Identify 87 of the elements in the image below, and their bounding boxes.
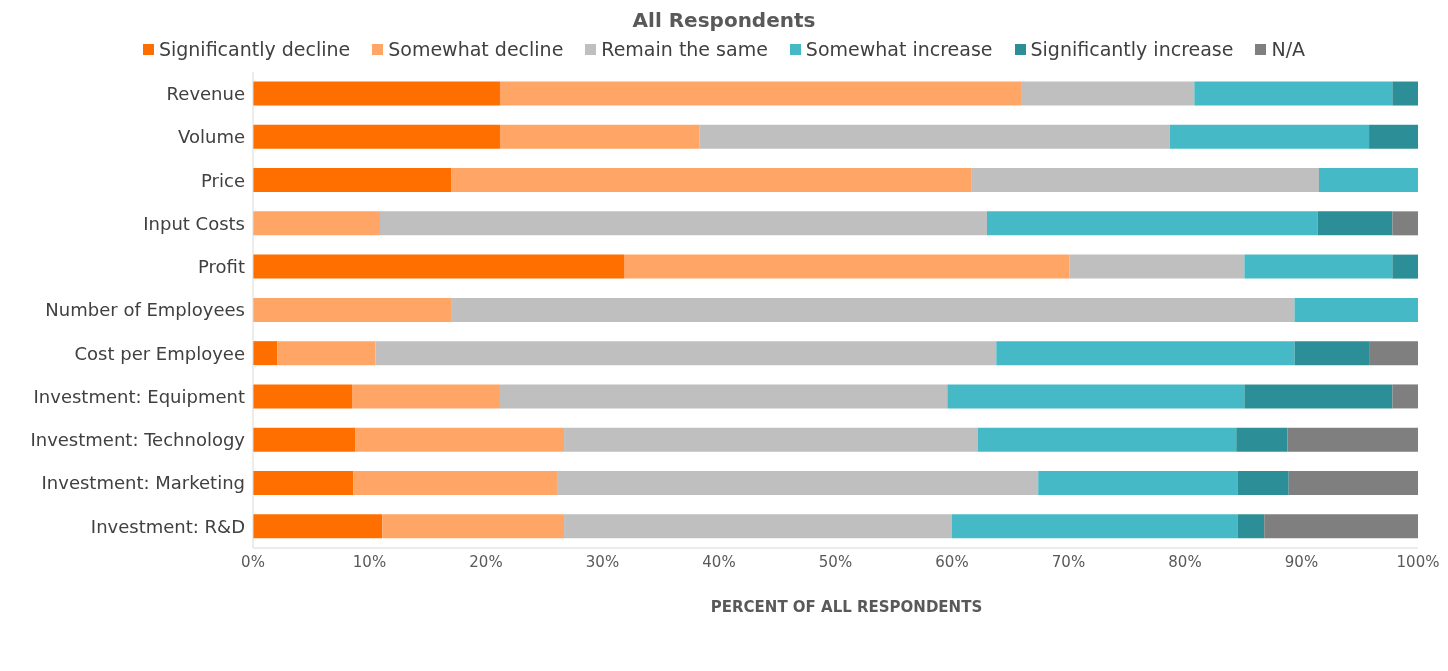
- y-tick-label: Volume: [178, 126, 245, 148]
- bar: [996, 341, 1295, 366]
- legend-label: Somewhat decline: [388, 38, 564, 60]
- bar: [1369, 124, 1418, 149]
- bar: [1392, 254, 1418, 279]
- bar: [253, 211, 380, 236]
- legend-label: Significantly increase: [1030, 38, 1234, 60]
- x-tick-label: 0%: [241, 552, 265, 571]
- bar: [253, 297, 452, 322]
- bar: [382, 514, 565, 539]
- x-tick-label: 90%: [1284, 552, 1319, 571]
- bar: [253, 341, 278, 366]
- y-tick-label: Price: [201, 169, 245, 191]
- bar: [1369, 341, 1418, 366]
- bar: [451, 297, 1295, 322]
- x-tick-label: 30%: [585, 552, 620, 571]
- bar: [379, 211, 987, 236]
- bar: [699, 124, 1170, 149]
- bar: [557, 470, 1039, 495]
- y-tick-label: Input Costs: [143, 212, 245, 234]
- bar: [1194, 81, 1393, 106]
- bar: [499, 81, 1022, 106]
- bar: [499, 384, 948, 409]
- y-tick-label: Revenue: [166, 83, 245, 105]
- y-tick-label: Investment: Equipment: [33, 385, 245, 407]
- bar: [253, 168, 452, 193]
- chart-title: All Respondents: [631, 8, 817, 32]
- bar: [986, 211, 1318, 236]
- y-tick-label: Number of Employees: [45, 299, 245, 321]
- bar: [1318, 168, 1418, 193]
- x-tick-label: 100%: [1396, 552, 1440, 571]
- x-tick-label: 60%: [935, 552, 969, 571]
- y-tick-label: Investment: R&D: [90, 515, 245, 537]
- y-tick-label: Investment: Marketing: [41, 472, 245, 494]
- bar: [564, 514, 952, 539]
- bar: [1038, 470, 1238, 495]
- bar: [564, 427, 978, 452]
- bar: [1294, 341, 1370, 366]
- bar: [277, 341, 376, 366]
- bar: [1287, 427, 1418, 452]
- bar: [451, 168, 972, 193]
- x-tick-label: 10%: [352, 552, 387, 571]
- bar: [1237, 470, 1289, 495]
- bar: [253, 427, 356, 452]
- bar: [1317, 211, 1393, 236]
- bar: [355, 427, 565, 452]
- bar: [353, 470, 558, 495]
- bar: [1237, 514, 1265, 539]
- x-tick-label: 20%: [469, 552, 503, 571]
- bar: [952, 514, 1238, 539]
- bar: [1392, 384, 1418, 409]
- bar: [253, 470, 354, 495]
- bar: [947, 384, 1245, 409]
- bar: [253, 384, 353, 409]
- bar: [1288, 470, 1418, 495]
- bar: [971, 168, 1319, 193]
- bar: [1264, 514, 1418, 539]
- y-tick-label: Cost per Employee: [74, 342, 245, 364]
- bar: [1169, 124, 1370, 149]
- bar: [1244, 384, 1393, 409]
- x-tick-label: 70%: [1051, 552, 1086, 571]
- x-tick-label: 80%: [1168, 552, 1202, 571]
- bar: [1244, 254, 1393, 279]
- bar: [253, 514, 383, 539]
- x-tick-label: 40%: [702, 552, 736, 571]
- y-tick-label: Profit: [198, 256, 245, 278]
- bar: [1392, 81, 1418, 106]
- bar: [1392, 211, 1418, 236]
- x-axis-title: PERCENT OF ALL RESPONDENTS: [709, 598, 984, 616]
- legend-label: Remain the same: [601, 38, 768, 60]
- bar: [352, 384, 500, 409]
- bar: [253, 81, 500, 106]
- bar: [1069, 254, 1245, 279]
- bar: [499, 124, 700, 149]
- y-tick-label: Investment: Technology: [30, 429, 246, 451]
- bar: [624, 254, 1070, 279]
- bar: [1294, 297, 1418, 322]
- legend-label: Significantly decline: [158, 38, 351, 60]
- bar: [1236, 427, 1288, 452]
- x-tick-label: 50%: [818, 552, 853, 571]
- legend-label: N/A: [1271, 38, 1306, 60]
- bar: [977, 427, 1237, 452]
- bar: [253, 124, 500, 149]
- bar: [1021, 81, 1195, 106]
- legend-label: Somewhat increase: [805, 38, 993, 60]
- bar: [375, 341, 997, 366]
- bar: [253, 254, 625, 279]
